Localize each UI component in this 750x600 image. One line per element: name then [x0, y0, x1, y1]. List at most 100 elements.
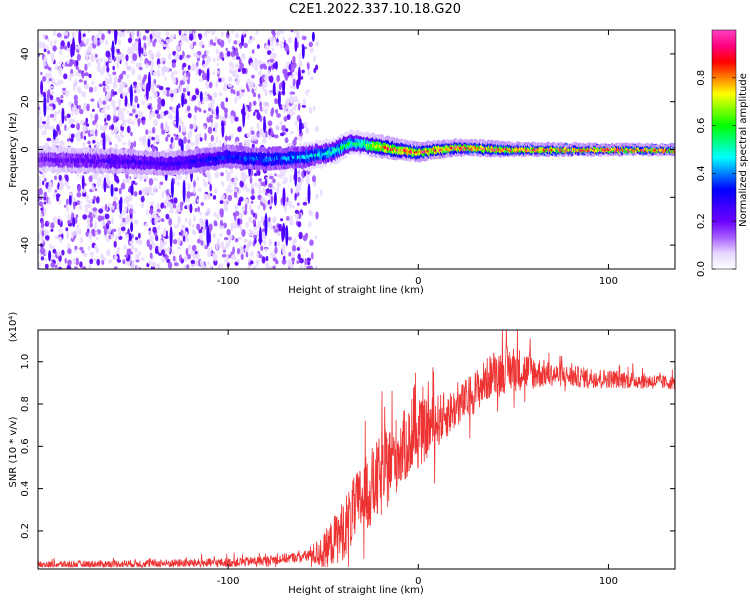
heatmap-cell: [230, 167, 234, 174]
heatmap-cell: [94, 188, 98, 192]
heatmap-cell: [179, 120, 184, 127]
heatmap-cell: [261, 84, 265, 90]
heatmap-cell: [267, 69, 271, 75]
heatmap-cell: [82, 142, 86, 147]
heatmap-cell: [211, 233, 217, 239]
heatmap-cell: [180, 229, 184, 237]
heatmap-cell: [146, 239, 150, 248]
heatmap-cell: [250, 130, 255, 135]
heatmap-cell: [175, 174, 179, 181]
heatmap-cell: [38, 261, 41, 269]
heatmap-cell: [152, 126, 156, 134]
heatmap-cell: [75, 45, 80, 50]
heatmap-cell: [184, 76, 189, 81]
heatmap-cell: [94, 176, 100, 181]
heatmap-cell: [148, 178, 154, 186]
heatmap-cell: [67, 248, 72, 255]
heatmap-cell: [44, 257, 48, 262]
heatmap-cell: [194, 250, 198, 255]
heatmap-cell: [239, 180, 244, 188]
heatmap-cell: [153, 38, 157, 43]
heatmap-cell: [70, 133, 75, 139]
heatmap-cell: [169, 226, 173, 248]
heatmap-cell: [118, 213, 124, 220]
heatmap-cell: [84, 127, 88, 131]
heatmap-cell: [293, 104, 298, 108]
heatmap-cell: [121, 70, 127, 75]
heatmap-cell: [234, 73, 240, 80]
heatmap-cell: [251, 188, 255, 196]
heatmap-cell: [52, 248, 57, 254]
heatmap-cell: [81, 175, 85, 190]
heatmap-cell: [73, 201, 76, 210]
heatmap-cell: [42, 173, 45, 178]
figure-title: C2E1.2022.337.10.18.G20: [288, 2, 462, 17]
heatmap-cell: [199, 218, 204, 225]
heatmap-cell: [216, 70, 220, 74]
heatmap-cell: [213, 91, 217, 99]
heatmap-cell: [299, 264, 304, 269]
heatmap-cell: [264, 91, 268, 97]
heatmap-cell: [250, 62, 254, 68]
heatmap-cell: [286, 216, 290, 221]
heatmap-cell: [237, 126, 242, 133]
heatmap-cell: [74, 107, 79, 116]
heatmap-cell: [289, 96, 294, 104]
heatmap-cell: [52, 98, 57, 103]
heatmap-cell: [101, 36, 105, 40]
heatmap-cell: [296, 79, 300, 90]
heatmap-cell: [267, 173, 273, 177]
heatmap-cell: [238, 236, 242, 240]
heatmap-cell: [257, 182, 262, 190]
heatmap-cell: [210, 134, 214, 142]
heatmap-cell: [39, 41, 42, 49]
heatmap-cell: [290, 74, 295, 79]
heatmap-cell: [40, 220, 45, 229]
heatmap-cell: [291, 256, 295, 262]
heatmap-cell: [261, 132, 266, 139]
heatmap-cell: [129, 213, 133, 219]
heatmap-cell: [251, 49, 255, 54]
heatmap-cell: [111, 99, 116, 108]
heatmap-cell: [302, 201, 308, 206]
heatmap-cell: [220, 241, 224, 249]
heatmap-cell: [114, 30, 118, 45]
heatmap-cell: [52, 216, 58, 224]
heatmap-cell: [226, 50, 231, 57]
heatmap-cell: [245, 221, 249, 228]
heatmap-cell: [286, 61, 291, 65]
heatmap-cell: [163, 65, 168, 73]
heatmap-cell: [94, 119, 97, 124]
heatmap-cell: [245, 251, 249, 258]
heatmap-cell: [57, 261, 61, 266]
heatmap-cell: [266, 264, 271, 269]
heatmap-cell: [222, 117, 227, 121]
heatmap-cell: [310, 76, 314, 81]
heatmap-cell: [299, 118, 302, 134]
heatmap-cell: [199, 137, 203, 142]
heatmap-cell: [140, 201, 145, 209]
heatmap-cell: [96, 196, 100, 204]
heatmap-cell: [85, 123, 90, 127]
heatmap-cell: [121, 121, 126, 128]
heatmap-cell: [263, 101, 268, 108]
heatmap-cell: [145, 129, 149, 136]
heatmap-cell: [42, 121, 46, 125]
heatmap-cell: [114, 143, 118, 148]
heatmap-cell: [223, 237, 229, 241]
heatmap-cell: [289, 84, 294, 89]
heatmap-cell: [95, 236, 99, 240]
heatmap-cell: [302, 35, 307, 41]
heatmap-cell: [275, 109, 279, 114]
heatmap-cell: [258, 189, 262, 195]
heatmap-cell: [128, 233, 132, 242]
heatmap-cell: [284, 74, 289, 81]
heatmap-cell: [150, 192, 154, 196]
heatmap-cell: [125, 74, 130, 79]
heatmap-cell: [75, 257, 80, 266]
heatmap-cell: [294, 37, 298, 52]
heatmap-cell: [47, 50, 51, 55]
heatmap-cell: [168, 217, 172, 226]
heatmap-cell: [239, 224, 243, 232]
heatmap-cell: [122, 81, 127, 87]
